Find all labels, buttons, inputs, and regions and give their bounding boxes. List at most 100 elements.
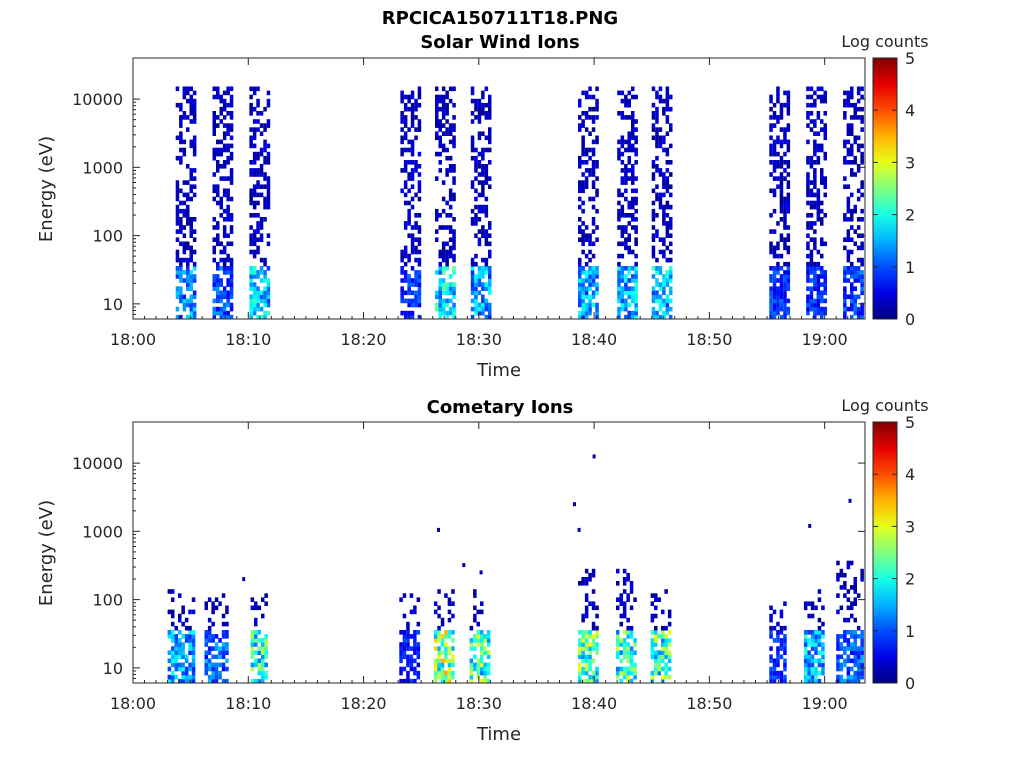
heatmap-cell bbox=[662, 278, 666, 283]
heatmap-cell bbox=[410, 196, 415, 202]
heatmap-cell bbox=[651, 176, 656, 181]
heatmap-cell bbox=[175, 306, 180, 312]
heatmap-cell bbox=[817, 638, 822, 643]
heatmap-cell bbox=[178, 650, 182, 655]
heatmap-cell bbox=[595, 670, 599, 676]
heatmap-cell bbox=[581, 151, 585, 157]
heatmap-cell bbox=[853, 654, 857, 660]
heatmap-cell bbox=[413, 650, 417, 655]
heatmap-cell bbox=[188, 650, 192, 655]
heatmap-cell bbox=[484, 115, 489, 120]
heatmap-cell bbox=[616, 654, 620, 660]
heatmap-cell bbox=[634, 282, 638, 287]
heatmap-cell bbox=[435, 119, 439, 124]
heatmap-cell bbox=[850, 642, 854, 647]
heatmap-cell bbox=[588, 642, 592, 647]
heatmap-cell bbox=[843, 115, 847, 120]
heatmap-cell bbox=[189, 282, 193, 287]
heatmap-cell bbox=[846, 127, 851, 132]
heatmap-cell bbox=[261, 678, 265, 684]
heatmap-cell bbox=[850, 605, 854, 611]
heatmap-cell bbox=[219, 294, 223, 300]
heatmap-cell bbox=[192, 184, 197, 189]
heatmap-cell bbox=[665, 119, 670, 124]
heatmap-cell bbox=[823, 278, 827, 283]
heatmap-cell bbox=[488, 176, 492, 181]
heatmap-cell bbox=[783, 290, 787, 296]
heatmap-cell bbox=[452, 127, 456, 132]
heatmap-cell bbox=[578, 98, 582, 104]
heatmap-cell bbox=[627, 266, 631, 271]
heatmap-cell bbox=[769, 147, 773, 153]
heatmap-cell bbox=[662, 302, 666, 308]
heatmap-cell bbox=[266, 176, 271, 181]
heatmap-cell bbox=[186, 213, 190, 218]
heatmap-cell bbox=[400, 278, 404, 283]
heatmap-cell bbox=[451, 601, 455, 606]
heatmap-cell bbox=[667, 674, 672, 680]
heatmap-cell bbox=[655, 294, 659, 300]
heatmap-cell bbox=[776, 119, 780, 124]
heatmap-cell bbox=[477, 274, 482, 279]
heatmap-cell bbox=[591, 127, 596, 132]
heatmap-cell bbox=[216, 282, 220, 287]
heatmap-cell bbox=[853, 650, 857, 655]
heatmap-cell bbox=[843, 278, 847, 283]
heatmap-cell bbox=[783, 131, 787, 136]
heatmap-cell bbox=[256, 168, 260, 173]
heatmap-cell bbox=[252, 143, 257, 149]
heatmap-cell bbox=[776, 674, 780, 680]
heatmap-cell bbox=[417, 151, 422, 157]
heatmap-cell bbox=[662, 204, 666, 210]
heatmap-cell bbox=[438, 310, 442, 316]
heatmap-cell bbox=[658, 168, 663, 173]
x-tick-label: 18:50 bbox=[686, 330, 732, 349]
heatmap-cell bbox=[856, 666, 861, 672]
heatmap-cell bbox=[179, 225, 183, 230]
heatmap-cell bbox=[410, 90, 415, 96]
heatmap-cell bbox=[259, 192, 264, 198]
heatmap-cell bbox=[192, 266, 197, 271]
heatmap-cell bbox=[250, 630, 255, 635]
heatmap-cell bbox=[820, 94, 824, 100]
heatmap-cell bbox=[212, 94, 216, 100]
heatmap-cell bbox=[578, 204, 582, 210]
heatmap-cell bbox=[627, 278, 631, 283]
heatmap-cell bbox=[256, 286, 260, 291]
heatmap-cell bbox=[651, 115, 656, 120]
heatmap-cell bbox=[179, 286, 183, 291]
heatmap-cell bbox=[266, 188, 271, 194]
heatmap-cell bbox=[184, 666, 189, 672]
heatmap-cell bbox=[591, 572, 596, 578]
heatmap-cell bbox=[813, 90, 817, 96]
heatmap-cell bbox=[191, 630, 196, 635]
heatmap-cell bbox=[631, 298, 635, 304]
heatmap-cell bbox=[481, 302, 485, 308]
heatmap-cell bbox=[400, 94, 404, 100]
heatmap-cell bbox=[441, 196, 446, 202]
heatmap-cell bbox=[654, 634, 658, 639]
heatmap-cell bbox=[813, 123, 817, 128]
heatmap-cell bbox=[595, 625, 599, 631]
heatmap-cell bbox=[192, 143, 197, 149]
heatmap-cell bbox=[658, 249, 663, 255]
heatmap-cell bbox=[403, 274, 408, 279]
heatmap-cell bbox=[860, 646, 864, 651]
heatmap-cell bbox=[249, 270, 253, 275]
heatmap-cell bbox=[413, 638, 417, 643]
heatmap-cell bbox=[843, 90, 847, 96]
heatmap-cell bbox=[853, 172, 857, 177]
heatmap-cell bbox=[192, 314, 197, 320]
heatmap-cell bbox=[588, 298, 592, 304]
heatmap-cell bbox=[807, 613, 811, 619]
heatmap-cell bbox=[470, 139, 475, 145]
heatmap-cell bbox=[417, 270, 422, 275]
heatmap-cell bbox=[219, 298, 223, 304]
heatmap-cell bbox=[188, 642, 192, 647]
heatmap-cell bbox=[476, 609, 480, 615]
heatmap-cell bbox=[769, 188, 773, 194]
heatmap-cell bbox=[433, 609, 438, 615]
heatmap-cell bbox=[435, 123, 439, 128]
heatmap-cell bbox=[581, 90, 585, 96]
heatmap-cell bbox=[400, 310, 404, 316]
